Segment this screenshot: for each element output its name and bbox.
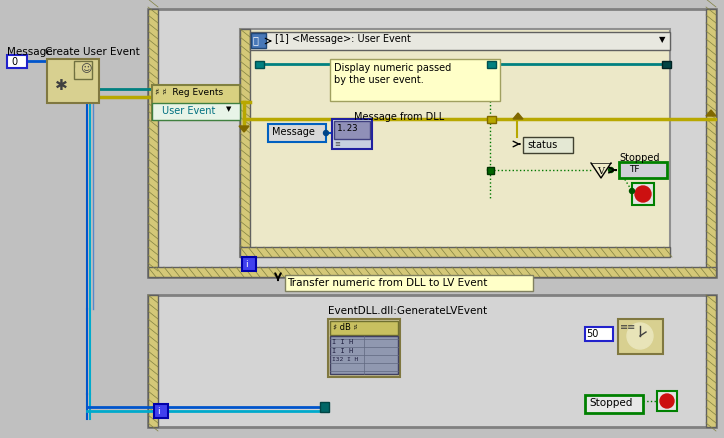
Text: ▼: ▼ [659,35,665,44]
Bar [585,395,643,413]
Text: ≡: ≡ [334,141,340,147]
Polygon shape [591,164,611,179]
Bar [240,30,670,258]
Text: ⧖: ⧖ [253,35,259,45]
Text: EventDLL.dll:GenerateLVEvent: EventDLL.dll:GenerateLVEvent [328,305,487,315]
Bar [332,120,372,150]
Text: ✱: ✱ [55,78,68,93]
Bar [487,168,494,175]
Bar [47,60,99,104]
Text: I I H: I I H [332,347,353,353]
Bar [662,62,671,69]
Text: V: V [597,166,604,176]
Bar [242,258,256,272]
Bar [334,122,370,140]
Text: ▼: ▼ [226,106,232,112]
Text: status: status [527,140,557,150]
Circle shape [660,394,674,408]
Bar [285,276,533,291]
Text: TF: TF [629,165,639,173]
Text: i: i [156,406,159,415]
Text: Stopped: Stopped [619,153,660,162]
Circle shape [487,168,492,173]
Circle shape [635,187,651,202]
Bar [251,34,266,49]
Text: Message: Message [7,47,53,57]
Bar [74,62,92,80]
Bar [148,295,716,427]
Bar [152,86,240,121]
Circle shape [629,189,634,194]
Bar [657,391,677,411]
Bar [152,104,240,121]
Circle shape [76,64,90,78]
Bar [240,247,670,258]
Text: [1] <Message>: User Event: [1] <Message>: User Event [275,34,411,44]
Text: Message from DLL: Message from DLL [354,112,445,122]
Bar [7,56,27,69]
Text: 1.23: 1.23 [337,124,358,133]
Bar [330,60,500,102]
Bar [268,125,326,143]
Bar [619,162,667,179]
Bar [148,10,158,277]
Bar [706,10,716,277]
Text: Stopped: Stopped [589,397,632,407]
Text: I32 I H: I32 I H [332,356,358,361]
Text: User Event: User Event [162,106,215,116]
Bar [148,295,158,427]
Text: Message: Message [272,127,315,137]
Bar [330,336,398,374]
Text: ♯ dB ♯: ♯ dB ♯ [333,322,358,331]
Bar [328,319,400,377]
Bar [487,117,496,124]
Circle shape [324,131,329,136]
Polygon shape [239,127,249,133]
Bar [148,267,716,277]
Bar [523,138,573,154]
Bar [487,62,496,69]
Bar [618,319,663,354]
Bar [706,295,716,427]
Bar [154,404,168,418]
Bar [632,184,654,205]
Bar [148,10,716,277]
Text: Create User Event: Create User Event [45,47,140,57]
Text: Transfer numeric from DLL to LV Event: Transfer numeric from DLL to LV Event [287,277,487,287]
Polygon shape [706,111,716,117]
Polygon shape [513,114,523,120]
Bar [330,321,398,335]
Circle shape [608,168,613,173]
Text: I I H: I I H [332,338,353,344]
Text: 50: 50 [586,328,598,338]
Bar [255,62,264,69]
Text: ≡≡: ≡≡ [620,321,636,331]
Text: Display numeric passed
by the user event.: Display numeric passed by the user event… [334,63,451,85]
Bar [320,402,329,412]
Text: i: i [245,259,248,268]
Bar [240,30,250,258]
Bar [585,327,613,341]
Circle shape [627,323,653,349]
Text: 0: 0 [11,57,17,67]
Text: ♯ ♯  Reg Events: ♯ ♯ Reg Events [155,88,223,97]
Bar [250,33,670,51]
Text: ☺: ☺ [80,64,92,74]
